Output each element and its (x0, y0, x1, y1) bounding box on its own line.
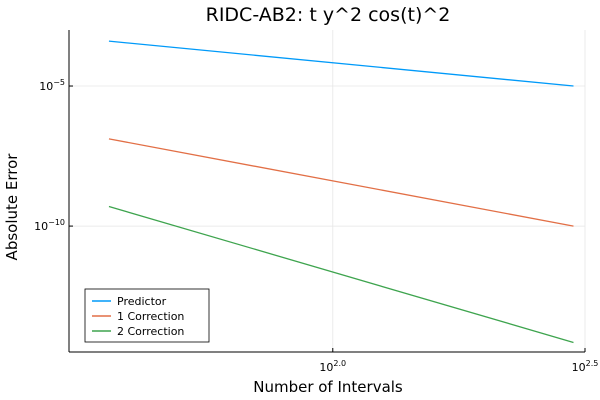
series-line-2 (108, 205, 574, 344)
y-tick-label: 10−10 (34, 218, 65, 233)
y-tick-label: 10−5 (39, 78, 65, 93)
x-tick-label: 102.5 (572, 359, 599, 374)
legend-label-0: Predictor (117, 295, 167, 308)
ticks: 102.0 102.5 10−5 10−10 (34, 78, 598, 374)
y-axis-label: Absolute Error (3, 153, 21, 261)
legend-label-1: 1 Correction (117, 310, 184, 323)
legend[interactable]: Predictor 1 Correction 2 Correction (84, 288, 210, 343)
series-line-0 (108, 40, 574, 87)
grid (69, 30, 586, 352)
series (108, 40, 574, 344)
series-line-1 (108, 138, 574, 227)
legend-label-2: 2 Correction (117, 325, 184, 338)
chart-title: RIDC-AB2: t y^2 cos(t)^2 (206, 4, 451, 26)
x-axis-label: Number of Intervals (253, 378, 403, 396)
x-tick-label: 102.0 (319, 359, 346, 374)
